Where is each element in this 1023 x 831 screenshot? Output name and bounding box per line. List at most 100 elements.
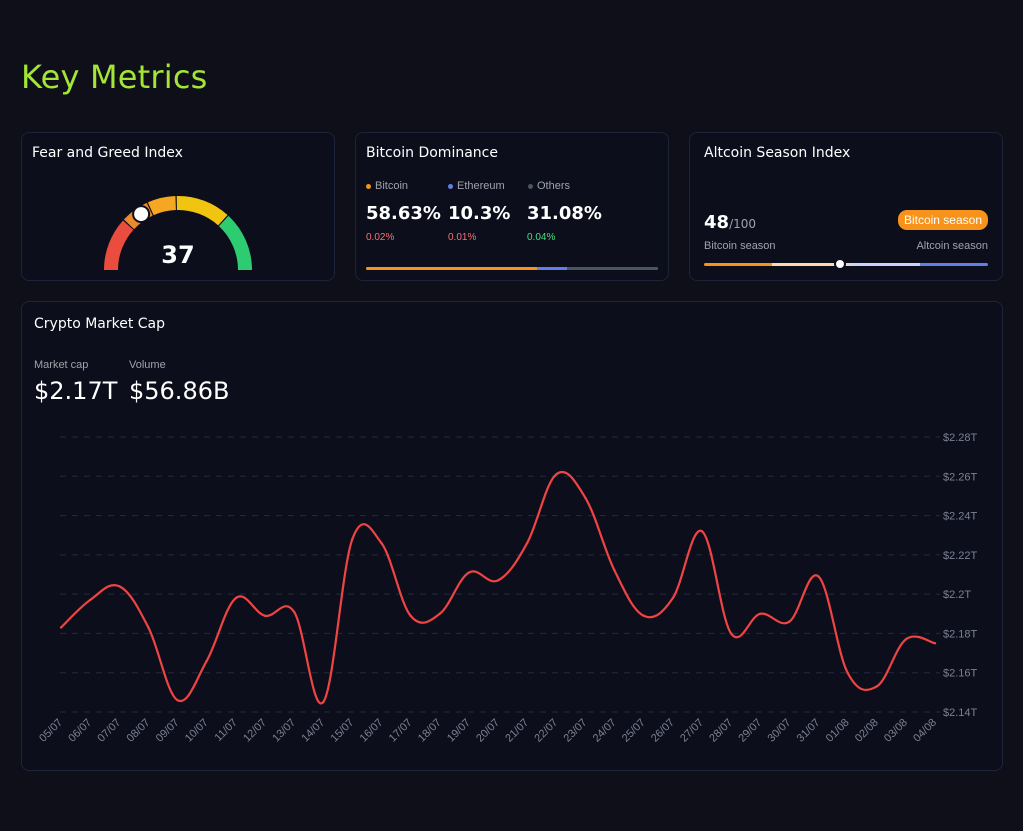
data-point — [759, 612, 762, 615]
data-point — [788, 620, 791, 623]
x-tick-label: 10/07 — [183, 717, 211, 745]
bitcoin-season-label: Bitcoin season — [704, 240, 776, 252]
legend-bitcoin-label: Bitcoin — [375, 180, 409, 192]
data-point — [933, 642, 937, 645]
data-point — [292, 610, 296, 614]
fear-greed-title: Fear and Greed Index — [32, 145, 183, 161]
bitcoin-dot-icon — [366, 183, 371, 189]
x-tick-label: 14/07 — [299, 717, 327, 745]
others-share-change: 0.04% — [527, 232, 556, 243]
x-tick-label: 06/07 — [66, 717, 94, 745]
data-point — [642, 614, 645, 617]
dominance-bar-bitcoin — [366, 267, 538, 270]
data-point — [613, 569, 616, 572]
x-tick-label: 30/07 — [766, 717, 794, 745]
x-tick-label: 13/07 — [270, 717, 298, 745]
data-point — [584, 496, 587, 500]
x-tick-label: 12/07 — [241, 717, 269, 745]
data-point — [496, 579, 500, 582]
data-point — [875, 685, 878, 688]
season-slider-thumb — [834, 258, 847, 270]
bitcoin-share: 58.63% 0.02% — [366, 203, 441, 243]
y-tick-label: $2.24T — [943, 511, 978, 523]
data-point — [817, 575, 820, 578]
altcoin-season-title: Altcoin Season Index — [704, 145, 851, 161]
others-share-value: 31.08% — [527, 203, 602, 224]
y-tick-label: $2.26T — [943, 471, 978, 483]
market-cap-title: Crypto Market Cap — [34, 316, 166, 332]
data-point — [118, 585, 121, 588]
x-tick-label: 04/08 — [911, 717, 939, 745]
x-tick-label: 25/07 — [620, 717, 648, 745]
x-tick-label: 22/07 — [532, 717, 560, 745]
y-tick-label: $2.2T — [943, 589, 971, 601]
dominance-bar-ethereum — [537, 267, 568, 270]
market-cap-card: Crypto Market Cap Market cap $2.17T Volu… — [21, 301, 1003, 771]
altcoin-season-score: 48/100 — [704, 212, 756, 233]
gauge-greed — [218, 215, 252, 271]
gauge-extreme-fear — [104, 220, 134, 271]
gauge-greed-low — [176, 196, 228, 226]
data-point — [438, 612, 441, 615]
x-tick-label: 05/07 — [37, 717, 65, 745]
data-point — [147, 626, 150, 629]
altcoin-season-label: Altcoin season — [916, 240, 988, 252]
data-point — [525, 541, 529, 545]
page-title: Key Metrics — [21, 58, 208, 96]
data-point — [322, 700, 325, 704]
dominance-bar-others — [567, 267, 658, 270]
data-point — [846, 671, 849, 674]
x-tick-label: 16/07 — [358, 717, 386, 745]
x-tick-label: 02/08 — [853, 717, 881, 745]
y-tick-label: $2.22T — [943, 550, 978, 562]
legend-ethereum-label: Ethereum — [457, 180, 505, 192]
x-tick-label: 21/07 — [503, 717, 531, 745]
dominance-bar — [366, 267, 658, 270]
ethereum-share-value: 10.3% — [448, 203, 511, 224]
x-tick-label: 20/07 — [474, 717, 502, 745]
data-point — [59, 626, 63, 629]
market-cap-label: Market cap — [34, 359, 89, 371]
others-dot-icon — [528, 183, 533, 189]
y-tick-label: $2.28T — [943, 432, 978, 444]
data-point — [700, 530, 704, 533]
gauge-neutral-low — [147, 196, 177, 216]
y-tick-label: $2.14T — [943, 707, 978, 719]
data-point — [409, 614, 412, 617]
legend-others-label: Others — [537, 180, 571, 192]
data-point — [88, 598, 92, 602]
x-tick-label: 09/07 — [154, 717, 182, 745]
gauge-indicator — [132, 205, 151, 224]
x-tick-label: 01/08 — [824, 717, 852, 745]
x-tick-label: 27/07 — [678, 717, 706, 745]
volume-value: $56.86B — [129, 377, 230, 405]
x-tick-label: 19/07 — [445, 717, 473, 745]
data-point — [263, 614, 267, 617]
data-point — [555, 473, 558, 476]
x-tick-label: 23/07 — [562, 717, 590, 745]
x-tick-label: 11/07 — [213, 717, 240, 744]
data-point — [176, 699, 179, 702]
altcoin-score-value: 48 — [704, 212, 730, 233]
fear-greed-card: Fear and Greed Index 37 — [21, 132, 335, 281]
legend-ethereum: Ethereum — [448, 180, 505, 192]
x-tick-label: 29/07 — [736, 717, 764, 745]
season-slider-track — [704, 263, 988, 266]
x-tick-label: 28/07 — [707, 717, 735, 745]
legend-others: Others — [528, 180, 570, 192]
x-tick-label: 08/07 — [125, 717, 153, 745]
bitcoin-dominance-title: Bitcoin Dominance — [366, 145, 498, 161]
bitcoin-dominance-card: Bitcoin Dominance Bitcoin Ethereum Other… — [355, 132, 669, 281]
x-tick-label: 03/08 — [882, 717, 910, 745]
data-point — [205, 659, 208, 663]
data-point — [234, 596, 237, 600]
fear-greed-gauge — [104, 196, 252, 271]
data-point — [351, 537, 354, 541]
ethereum-dot-icon — [448, 183, 453, 189]
data-point — [904, 638, 908, 641]
volume-label: Volume — [129, 359, 166, 371]
legend-bitcoin: Bitcoin — [366, 180, 408, 192]
bitcoin-share-change: 0.02% — [366, 232, 395, 243]
market-cap-value: $2.17T — [34, 377, 118, 405]
ethereum-share: 10.3% 0.01% — [448, 203, 510, 243]
